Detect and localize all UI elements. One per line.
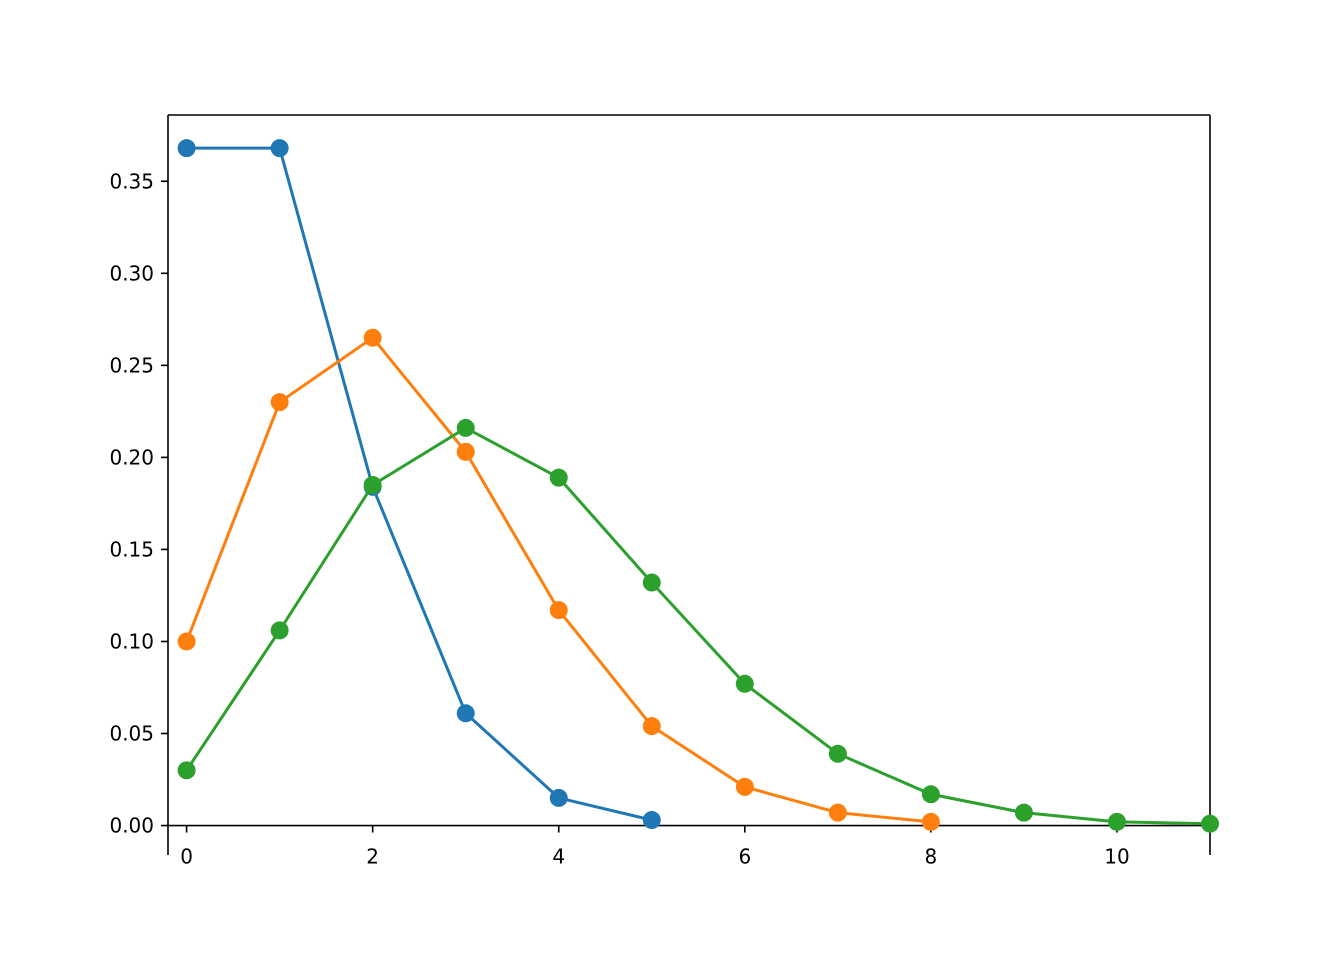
point: [1201, 814, 1219, 833]
x-tick-label: 4: [552, 845, 565, 869]
y-tick-label: 0.00: [109, 814, 154, 838]
point: [177, 761, 196, 780]
series-line: [185, 426, 1211, 826]
point: [363, 476, 382, 494]
point: [177, 632, 196, 651]
point: [642, 717, 661, 736]
y-tick-label: 0.25: [109, 353, 154, 377]
x-tick-label: 2: [366, 845, 379, 869]
point: [735, 674, 754, 693]
point: [921, 812, 940, 831]
point: [270, 139, 289, 158]
y-tick-label: 0.20: [109, 445, 154, 469]
series-line: [186, 146, 653, 822]
point: [549, 788, 568, 807]
y-tick-label: 0.10: [109, 629, 154, 653]
y-tick-label: 0.05: [109, 722, 154, 746]
x-tick-label: 10: [1104, 845, 1129, 869]
series-line: [185, 335, 932, 824]
point: [921, 785, 940, 804]
point: [549, 601, 568, 620]
point: [177, 139, 196, 158]
point: [363, 328, 382, 347]
point: [735, 777, 754, 796]
point: [828, 744, 847, 763]
x-tick-label: 0: [180, 845, 193, 869]
y-tick-label: 0.35: [109, 169, 154, 193]
point: [456, 704, 475, 723]
point: [1014, 803, 1033, 822]
point: [456, 418, 475, 437]
point: [456, 442, 475, 461]
point: [642, 573, 661, 592]
point: [1107, 812, 1126, 831]
x-tick-label: 6: [738, 845, 751, 869]
point: [642, 811, 661, 830]
y-tick-label: 0.15: [109, 537, 154, 561]
point: [270, 393, 289, 412]
point: [270, 621, 289, 640]
y-tick-label: 0.30: [109, 261, 154, 285]
point: [549, 468, 568, 487]
x-tick-label: 8: [925, 845, 938, 869]
point: [828, 803, 847, 822]
